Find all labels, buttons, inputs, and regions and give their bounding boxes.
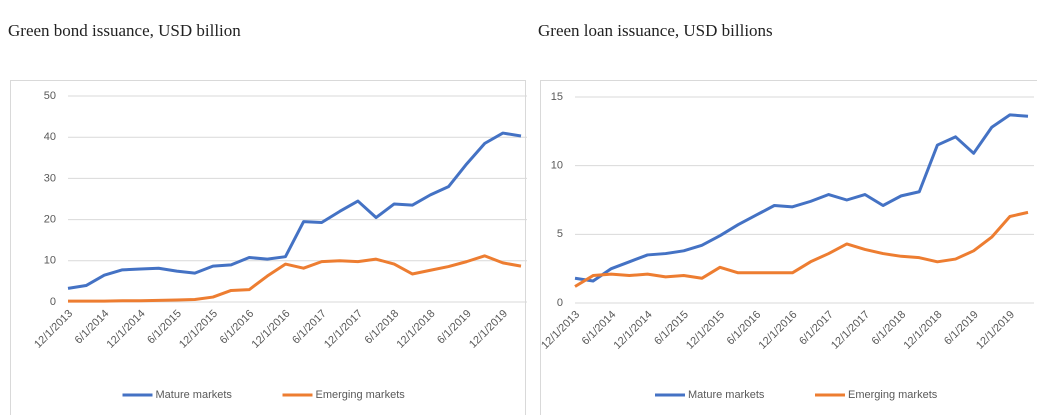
y-tick-label: 5	[557, 228, 563, 240]
x-tick-label: 12/1/2018	[901, 309, 944, 352]
chart-frame	[10, 80, 526, 415]
x-tick-label: 12/1/2013	[539, 309, 582, 352]
y-tick-label: 0	[557, 297, 563, 309]
x-tick-label: 12/1/2014	[612, 309, 655, 352]
legend-label: Mature markets	[156, 389, 233, 401]
y-tick-label: 40	[44, 131, 56, 143]
x-tick-label: 12/1/2015	[177, 308, 220, 351]
y-tick-label: 30	[44, 172, 56, 184]
x-tick-label: 12/1/2016	[250, 308, 293, 351]
x-tick-label: 12/1/2017	[829, 309, 872, 352]
x-tick-label: 12/1/2016	[757, 309, 800, 352]
legend-label: Emerging markets	[848, 389, 938, 401]
x-tick-label: 12/1/2019	[974, 309, 1017, 352]
legend-label: Emerging markets	[316, 389, 406, 401]
series-line	[574, 210, 1029, 288]
chart-title: Green loan issuance, USD billions	[538, 21, 773, 40]
x-tick-label: 12/1/2017	[322, 308, 365, 351]
series-line	[67, 131, 522, 290]
series-line	[68, 254, 522, 303]
y-tick-label: 50	[44, 90, 56, 102]
y-tick-label: 15	[551, 91, 563, 103]
y-tick-label: 10	[551, 160, 563, 172]
x-tick-label: 12/1/2015	[684, 309, 727, 352]
series-line	[574, 113, 1029, 283]
y-tick-label: 0	[50, 296, 56, 308]
chart-title: Green bond issuance, USD billion	[8, 21, 241, 40]
y-tick-label: 10	[44, 255, 56, 267]
x-tick-label: 12/1/2019	[467, 308, 510, 351]
chart-frame	[540, 80, 1037, 415]
x-tick-label: 12/1/2013	[32, 308, 75, 351]
legend-label: Mature markets	[688, 389, 765, 401]
x-tick-label: 12/1/2014	[105, 308, 148, 351]
y-tick-label: 20	[44, 214, 56, 226]
x-tick-label: 12/1/2018	[394, 308, 437, 351]
